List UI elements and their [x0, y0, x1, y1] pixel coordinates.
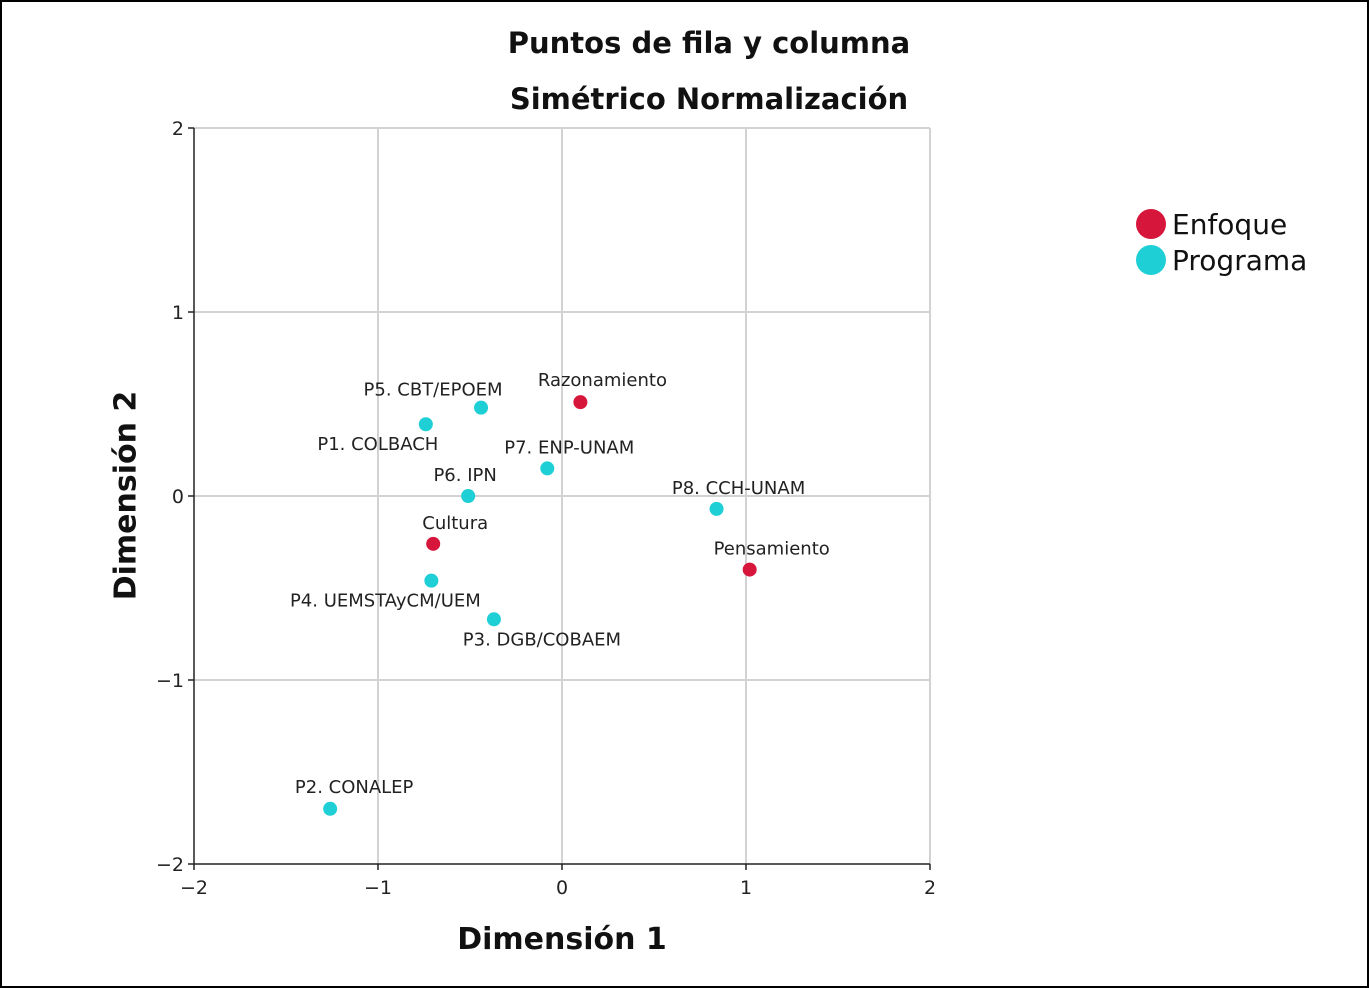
legend-marker-enfoque: [1136, 209, 1166, 239]
point-enfoque: [573, 395, 588, 410]
legend-item-enfoque: Enfoque: [1136, 206, 1307, 242]
x-tick-label: −2: [180, 877, 208, 899]
legend: Enfoque Programa: [1136, 206, 1307, 278]
point-label: P6. IPN: [433, 465, 496, 486]
y-axis-label: Dimensión 2: [108, 390, 144, 601]
point-enfoque: [426, 536, 441, 551]
point-label: P8. CCH-UNAM: [672, 478, 805, 499]
point-programa: [424, 573, 439, 588]
chart-subtitle: Simétrico Normalización: [509, 82, 909, 116]
x-tick-label: 2: [924, 877, 936, 899]
point-label: P2. CONALEP: [295, 777, 414, 798]
point-label: Pensamiento: [714, 539, 830, 560]
legend-item-programa: Programa: [1136, 242, 1307, 278]
point-programa: [461, 489, 476, 503]
point-label: P5. CBT/EPOEM: [364, 380, 503, 401]
point-label: Cultura: [422, 513, 488, 534]
point-label: P7. ENP-UNAM: [504, 437, 634, 458]
point-programa: [474, 400, 489, 415]
point-label: P3. DGB/COBAEM: [463, 629, 621, 650]
y-tick-label: 1: [172, 302, 184, 324]
legend-label-enfoque: Enfoque: [1172, 207, 1288, 241]
y-tick-label: −2: [156, 854, 184, 876]
point-label: Razonamiento: [538, 370, 667, 391]
point-label: P1. COLBACH: [317, 434, 438, 455]
x-tick-label: 1: [740, 877, 752, 899]
x-axis-label: Dimensión 1: [457, 922, 667, 957]
x-tick-label: 0: [556, 877, 568, 899]
legend-marker-programa: [1136, 245, 1166, 275]
point-programa: [418, 417, 433, 432]
y-tick-label: 2: [172, 118, 184, 140]
point-programa: [709, 501, 724, 516]
point-programa: [323, 801, 338, 816]
point-label: P4. UEMSTAyCM/UEM: [290, 591, 481, 612]
point-programa: [540, 461, 555, 476]
point-enfoque: [742, 562, 757, 577]
x-tick-label: −1: [364, 877, 392, 899]
point-programa: [486, 612, 501, 627]
chart-title: Puntos de fila y columna: [507, 26, 911, 60]
y-tick-label: 0: [172, 486, 184, 508]
y-tick-label: −1: [156, 670, 184, 692]
legend-label-programa: Programa: [1172, 243, 1308, 277]
